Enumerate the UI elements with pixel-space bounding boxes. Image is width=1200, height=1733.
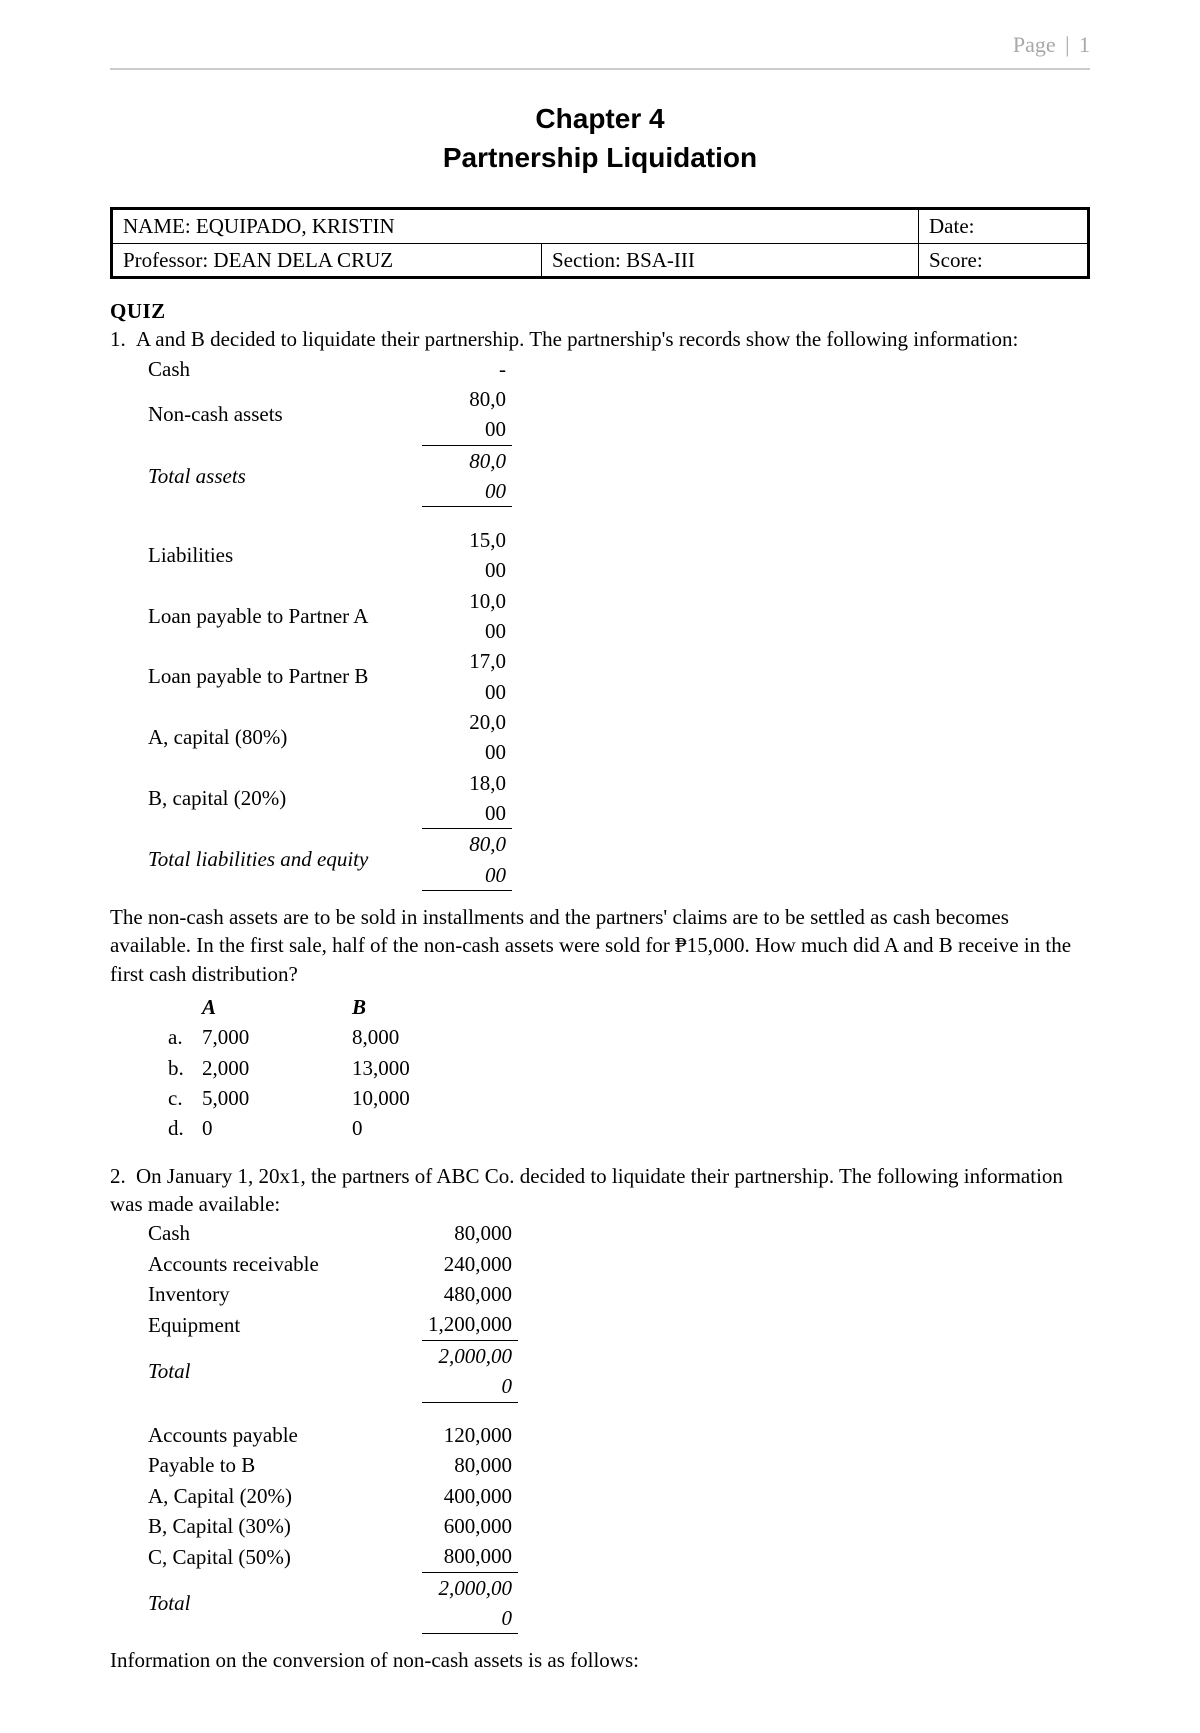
fin-label: Accounts payable xyxy=(142,1420,422,1450)
fin-val: 1,200,000 xyxy=(422,1309,518,1340)
q1-number: 1. xyxy=(110,325,136,353)
student-info-table: NAME: EQUIPADO, KRISTIN Date: Professor:… xyxy=(110,207,1090,279)
ans-A: 5,000 xyxy=(194,1083,344,1113)
q1-answers-table: AB a.7,0008,000 b.2,00013,000 c.5,00010,… xyxy=(160,992,494,1144)
ans-B: 0 xyxy=(344,1113,494,1143)
section-cell: Section: BSA-III xyxy=(542,243,919,277)
fin-val: 00 xyxy=(422,414,512,445)
question-1: 1.A and B decided to liquidate their par… xyxy=(110,325,1090,1143)
fin-val: 0 xyxy=(422,1371,518,1402)
q1-assets-table: Cash- Non-cash assets80,0 00 Total asset… xyxy=(142,354,512,891)
professor-cell: Professor: DEAN DELA CRUZ xyxy=(112,243,542,277)
fin-val: 480,000 xyxy=(422,1279,518,1309)
fin-val: 00 xyxy=(422,798,512,829)
fin-val: 20,0 xyxy=(422,707,512,737)
fin-label: Loan payable to Partner B xyxy=(142,646,422,707)
fin-label: Liabilities xyxy=(142,525,422,586)
fin-val: 80,000 xyxy=(422,1450,518,1480)
fin-label: Accounts receivable xyxy=(142,1249,422,1279)
chapter-title: Chapter 4 xyxy=(110,100,1090,138)
date-cell: Date: xyxy=(919,209,1089,243)
fin-total-label: Total xyxy=(142,1340,422,1402)
fin-total-label: Total liabilities and equity xyxy=(142,829,422,891)
fin-val: 0 xyxy=(422,1603,518,1634)
fin-label: Payable to B xyxy=(142,1450,422,1480)
ans-A: 0 xyxy=(194,1113,344,1143)
ans-letter: b. xyxy=(160,1053,194,1083)
fin-label: Cash xyxy=(142,1218,422,1248)
fin-label: Non-cash assets xyxy=(142,384,422,445)
fin-val: 240,000 xyxy=(422,1249,518,1279)
ans-letter: a. xyxy=(160,1022,194,1052)
fin-val: 2,000,00 xyxy=(422,1340,518,1371)
q2-number: 2. xyxy=(110,1162,136,1190)
fin-val: 80,000 xyxy=(422,1218,518,1248)
fin-label: Inventory xyxy=(142,1279,422,1309)
ans-B: 13,000 xyxy=(344,1053,494,1083)
q2-assets-table: Cash80,000 Accounts receivable240,000 In… xyxy=(142,1218,518,1634)
score-cell: Score: xyxy=(919,243,1089,277)
page-header: Page | 1 xyxy=(110,30,1090,70)
ans-B: 10,000 xyxy=(344,1083,494,1113)
ans-header-A: A xyxy=(194,992,344,1022)
fin-val: 800,000 xyxy=(422,1541,518,1572)
ans-A: 2,000 xyxy=(194,1053,344,1083)
q1-paragraph: The non-cash assets are to be sold in in… xyxy=(110,903,1090,988)
fin-val: 00 xyxy=(422,677,512,707)
q1-text: A and B decided to liquidate their partn… xyxy=(136,327,1018,351)
q2-footer-para: Information on the conversion of non-cas… xyxy=(110,1646,1090,1674)
page-label: Page xyxy=(1013,32,1056,57)
ans-header-B: B xyxy=(344,992,494,1022)
fin-label: C, Capital (50%) xyxy=(142,1541,422,1572)
ans-B: 8,000 xyxy=(344,1022,494,1052)
fin-val: 00 xyxy=(422,555,512,585)
fin-val: 00 xyxy=(422,737,512,767)
question-2: 2.On January 1, 20x1, the partners of AB… xyxy=(110,1162,1090,1675)
fin-val: 10,0 xyxy=(422,586,512,616)
ans-A: 7,000 xyxy=(194,1022,344,1052)
page-number: 1 xyxy=(1079,32,1090,57)
fin-label: B, Capital (30%) xyxy=(142,1511,422,1541)
quiz-list: 1.A and B decided to liquidate their par… xyxy=(110,325,1090,1674)
fin-val: 400,000 xyxy=(422,1481,518,1511)
fin-val: - xyxy=(422,354,512,384)
chapter-subtitle: Partnership Liquidation xyxy=(110,139,1090,177)
fin-label: Loan payable to Partner A xyxy=(142,586,422,647)
fin-val: 80,0 xyxy=(422,829,512,860)
ans-letter: c. xyxy=(160,1083,194,1113)
fin-label: A, capital (80%) xyxy=(142,707,422,768)
fin-val: 18,0 xyxy=(422,768,512,798)
ans-letter: d. xyxy=(160,1113,194,1143)
fin-val: 15,0 xyxy=(422,525,512,555)
fin-val: 00 xyxy=(422,476,512,507)
q2-text: On January 1, 20x1, the partners of ABC … xyxy=(110,1164,1063,1216)
page-sep: | xyxy=(1065,32,1069,57)
fin-total-label: Total xyxy=(142,1572,422,1634)
fin-val: 80,0 xyxy=(422,445,512,476)
fin-val: 120,000 xyxy=(422,1420,518,1450)
quiz-label: QUIZ xyxy=(110,297,1090,325)
fin-val: 00 xyxy=(422,616,512,646)
fin-val: 17,0 xyxy=(422,646,512,676)
fin-val: 2,000,00 xyxy=(422,1572,518,1603)
fin-label: B, capital (20%) xyxy=(142,768,422,829)
fin-val: 00 xyxy=(422,860,512,891)
fin-val: 600,000 xyxy=(422,1511,518,1541)
fin-total-label: Total assets xyxy=(142,445,422,507)
fin-label: Equipment xyxy=(142,1309,422,1340)
fin-label: A, Capital (20%) xyxy=(142,1481,422,1511)
fin-label: Cash xyxy=(142,354,422,384)
name-cell: NAME: EQUIPADO, KRISTIN xyxy=(112,209,919,243)
fin-val: 80,0 xyxy=(422,384,512,414)
